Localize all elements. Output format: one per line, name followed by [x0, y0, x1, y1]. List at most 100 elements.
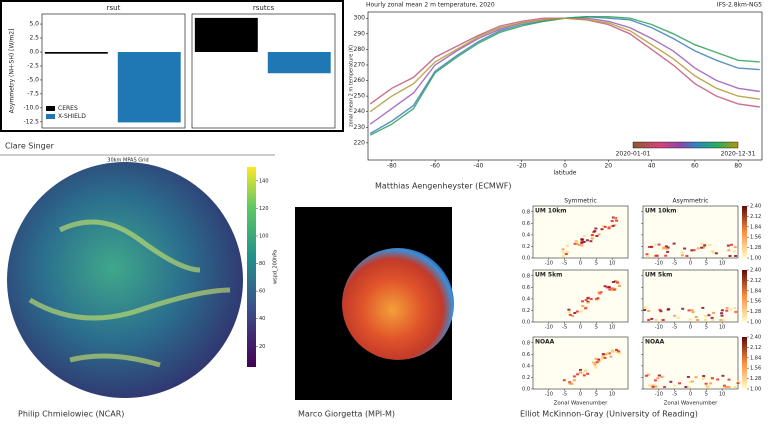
y-tick-label: 2.5	[29, 35, 39, 42]
x-tick-label: 5	[705, 392, 708, 398]
heatmap-cell	[582, 374, 586, 377]
heatmap-cell	[603, 225, 607, 228]
row-label: NOAA	[645, 339, 665, 346]
heatmap-cell	[685, 255, 689, 257]
heatmap-cell	[708, 244, 712, 247]
heatmap-cell	[651, 386, 655, 388]
heatmap-cell	[594, 357, 598, 360]
heatmap-cell	[646, 373, 650, 376]
x-tick-label: -10	[655, 392, 663, 398]
x-tick-label: -10	[655, 325, 663, 331]
legend-swatch	[46, 106, 55, 111]
heatmap-cell	[567, 308, 571, 311]
heatmap-cell	[615, 219, 619, 222]
x-axis-label: Zonal Wavenumber	[554, 401, 609, 407]
heatmap-cell	[607, 352, 611, 355]
heatmap-cell	[644, 374, 648, 377]
legend-swatch	[46, 114, 55, 119]
y-tick-label: 250	[354, 93, 366, 100]
heatmap-cell	[735, 311, 739, 314]
caption: Elliot McKinnon-Gray (University of Read…	[520, 410, 698, 419]
heatmap-cell	[643, 309, 647, 311]
y-tick-label: 0.4	[522, 232, 530, 238]
x-tick-label: 5	[705, 325, 708, 331]
heatmap-cell	[581, 300, 584, 303]
caption: Marco Giorgetta (MPI-M)	[298, 410, 395, 419]
heatmap-cell	[584, 307, 588, 310]
x-tick-label: 0	[579, 392, 582, 398]
line	[369, 17, 760, 113]
heatmap-cell	[650, 245, 654, 248]
heatmap-cell	[734, 255, 738, 257]
heatmap-cell	[666, 250, 670, 253]
heatmap-cell	[720, 309, 724, 312]
heatmap-cell	[611, 224, 615, 227]
heatmap-cell	[704, 382, 708, 385]
heatmap-cell	[703, 319, 707, 321]
y-tick-label: -7.5	[27, 90, 39, 97]
heatmap-cell	[648, 246, 651, 248]
colorbar	[742, 270, 747, 322]
heatmap-cell	[600, 358, 604, 361]
colorbar-tick-label: 40	[259, 316, 265, 322]
colorbar-tick-label: 1.00	[750, 320, 761, 326]
heatmap-cell	[611, 288, 615, 291]
heatmap-cell	[690, 249, 694, 252]
y-tick-label: -12.5	[23, 118, 39, 125]
legend-label: CERES	[58, 105, 78, 112]
y-tick-label: 0.6	[522, 285, 530, 291]
heatmap-cell	[607, 286, 611, 289]
heatmap-cell	[598, 292, 602, 295]
heatmap-cell	[586, 372, 590, 375]
colorbar-tick-label: 100	[259, 233, 269, 239]
column-title: Symmetric	[564, 198, 597, 205]
heatmap-cell	[704, 315, 708, 318]
heatmap-cell	[605, 286, 609, 289]
heatmap-cell	[662, 247, 665, 250]
colorbar-tick-label: 1.84	[750, 224, 761, 230]
heatmap-cell	[597, 233, 601, 236]
x-tick-label: 0	[689, 261, 692, 267]
colorbar-tick-label: 2.40	[750, 204, 761, 210]
legend-label: X-SHIELD	[58, 113, 86, 120]
row-label: UM 5km	[535, 272, 562, 279]
y-tick-label: 0.4	[522, 363, 530, 369]
heatmap-cell	[691, 311, 695, 314]
heatmap-cell	[607, 227, 611, 230]
y-tick-label: 0.0	[522, 256, 530, 262]
x-axis-label: latitude	[553, 170, 576, 177]
y-tick-label: 220	[354, 139, 366, 146]
heatmap-cell	[660, 375, 664, 378]
y-tick-label: 0.8	[522, 273, 530, 279]
x-tick-label: 40	[648, 163, 656, 170]
heatmap-cell	[729, 308, 733, 311]
x-tick-label: 0	[563, 163, 567, 170]
bar	[44, 52, 108, 54]
axes-frame	[367, 11, 763, 161]
x-tick-label: 0	[689, 392, 692, 398]
row-label: UM 10km	[535, 208, 567, 215]
x-tick-label: -10	[655, 261, 663, 267]
heatmap-cell	[688, 381, 692, 384]
heatmap-cell	[590, 237, 594, 240]
heatmap-cell	[646, 255, 650, 257]
heatmap-cell	[722, 386, 726, 388]
heatmap-cell	[575, 242, 579, 245]
colorbar-tick-label: 2.12	[750, 278, 761, 284]
heatmap-cell	[571, 315, 575, 317]
heatmap-cell	[572, 379, 576, 382]
heatmap-cell	[714, 252, 718, 255]
y-tick-label: -10.0	[23, 104, 39, 111]
heatmap-cell	[687, 386, 691, 388]
heatmap-cell	[570, 382, 574, 385]
heatmap-cell	[732, 250, 736, 253]
x-tick-label: 5	[595, 261, 598, 267]
heatmap-cell	[615, 348, 618, 351]
x-tick-label: 80	[734, 163, 742, 170]
globe-title: 30km MPAS Grid	[107, 158, 148, 164]
heatmap-bg	[642, 336, 739, 390]
x-tick-label: 10	[609, 261, 615, 267]
heatmap-cell	[661, 319, 665, 321]
x-tick-label: -10	[545, 325, 553, 331]
heatmap-cell	[657, 374, 661, 377]
